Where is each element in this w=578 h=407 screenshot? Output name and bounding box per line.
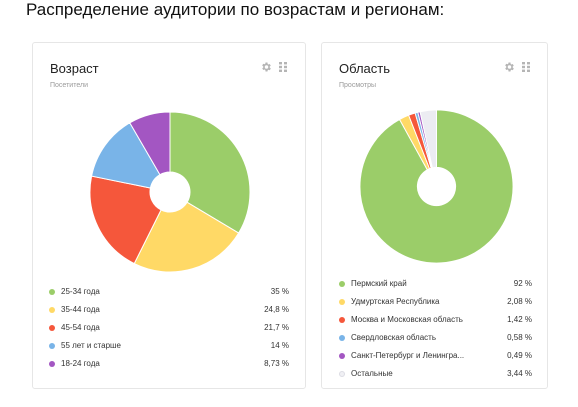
legend-marker	[49, 325, 55, 331]
legend-label: 35-44 года	[61, 305, 100, 314]
legend-value: 1,42 %	[507, 315, 532, 324]
legend-marker	[49, 289, 55, 295]
pie-slice-35-44 года[interactable]	[133, 201, 240, 273]
legend-value: 92 %	[513, 279, 532, 288]
legend-item[interactable]: 18-24 года 8,73 %	[49, 355, 289, 373]
widget-toolbar	[260, 60, 289, 72]
pie-slice-18-24 года[interactable]	[129, 111, 171, 176]
legend-value: 21,7 %	[264, 323, 289, 332]
age-widget: Возраст Посетители 25-34 года 35 % 35-44 …	[32, 42, 306, 389]
legend-marker	[339, 353, 345, 359]
pie-slice-55 лет и старше[interactable]	[91, 122, 161, 189]
legend-marker	[339, 299, 345, 305]
legend-label: Санкт-Петербург и Ленингра...	[351, 351, 465, 360]
legend-value: 8,73 %	[264, 359, 289, 368]
pie-slice-25-34 года[interactable]	[169, 111, 251, 234]
widget-toolbar	[503, 60, 532, 72]
widget-title: Область	[339, 61, 391, 76]
region-donut-chart	[359, 109, 514, 264]
drag-handle-icon[interactable]	[277, 60, 289, 72]
legend-item[interactable]: Пермский край 92 %	[339, 275, 532, 293]
legend-label: Москва и Московская область	[351, 315, 463, 324]
legend-item[interactable]: 35-44 года 24,8 %	[49, 301, 289, 319]
legend-value: 24,8 %	[264, 305, 289, 314]
gear-icon[interactable]	[260, 60, 272, 72]
legend-label: Остальные	[351, 369, 393, 378]
drag-handle-icon[interactable]	[520, 60, 532, 72]
legend-item[interactable]: 25-34 года 35 %	[49, 283, 289, 301]
legend-value: 2,08 %	[507, 297, 532, 306]
widget-title: Возраст	[50, 61, 99, 76]
legend-value: 0,49 %	[507, 351, 532, 360]
page-title: Распределение аудитории по возрастам и р…	[26, 0, 445, 19]
legend-label: 25-34 года	[61, 287, 100, 296]
legend-item[interactable]: Москва и Московская область 1,42 %	[339, 311, 532, 329]
legend-label: Удмуртская Республика	[351, 297, 440, 306]
age-legend: 25-34 года 35 % 35-44 года 24,8 % 45-54 го…	[49, 283, 289, 373]
widget-subtitle: Посетители	[50, 82, 88, 89]
legend-marker	[339, 281, 345, 287]
legend-label: 18-24 года	[61, 359, 100, 368]
legend-marker	[49, 343, 55, 349]
pie-slice-Пермский край[interactable]	[359, 109, 514, 264]
legend-label: Свердловская область	[351, 333, 436, 342]
region-widget: Область Просмотры Пермский край 92 % Удму…	[321, 42, 548, 389]
legend-item[interactable]: Удмуртская Республика 2,08 %	[339, 293, 532, 311]
gear-icon[interactable]	[503, 60, 515, 72]
legend-item[interactable]: Свердловская область 0,58 %	[339, 329, 532, 347]
legend-marker	[49, 361, 55, 367]
pie-slice-45-54 года[interactable]	[89, 175, 162, 265]
legend-marker	[339, 317, 345, 323]
legend-item[interactable]: Остальные 3,44 %	[339, 365, 532, 383]
region-legend: Пермский край 92 % Удмуртская Республика 2…	[339, 275, 532, 383]
legend-marker	[339, 371, 345, 377]
legend-value: 35 %	[270, 287, 289, 296]
legend-label: Пермский край	[351, 279, 407, 288]
age-donut-chart	[89, 111, 251, 273]
legend-label: 55 лет и старше	[61, 341, 121, 350]
legend-item[interactable]: 45-54 года 21,7 %	[49, 319, 289, 337]
legend-value: 0,58 %	[507, 333, 532, 342]
pie-slice-Остальные[interactable]	[419, 109, 437, 169]
legend-item[interactable]: 55 лет и старше 14 %	[49, 337, 289, 355]
legend-label: 45-54 года	[61, 323, 100, 332]
legend-marker	[49, 307, 55, 313]
widget-subtitle: Просмотры	[339, 82, 376, 89]
legend-item[interactable]: Санкт-Петербург и Ленингра... 0,49 %	[339, 347, 532, 365]
legend-value: 3,44 %	[507, 369, 532, 378]
legend-marker	[339, 335, 345, 341]
legend-value: 14 %	[270, 341, 289, 350]
